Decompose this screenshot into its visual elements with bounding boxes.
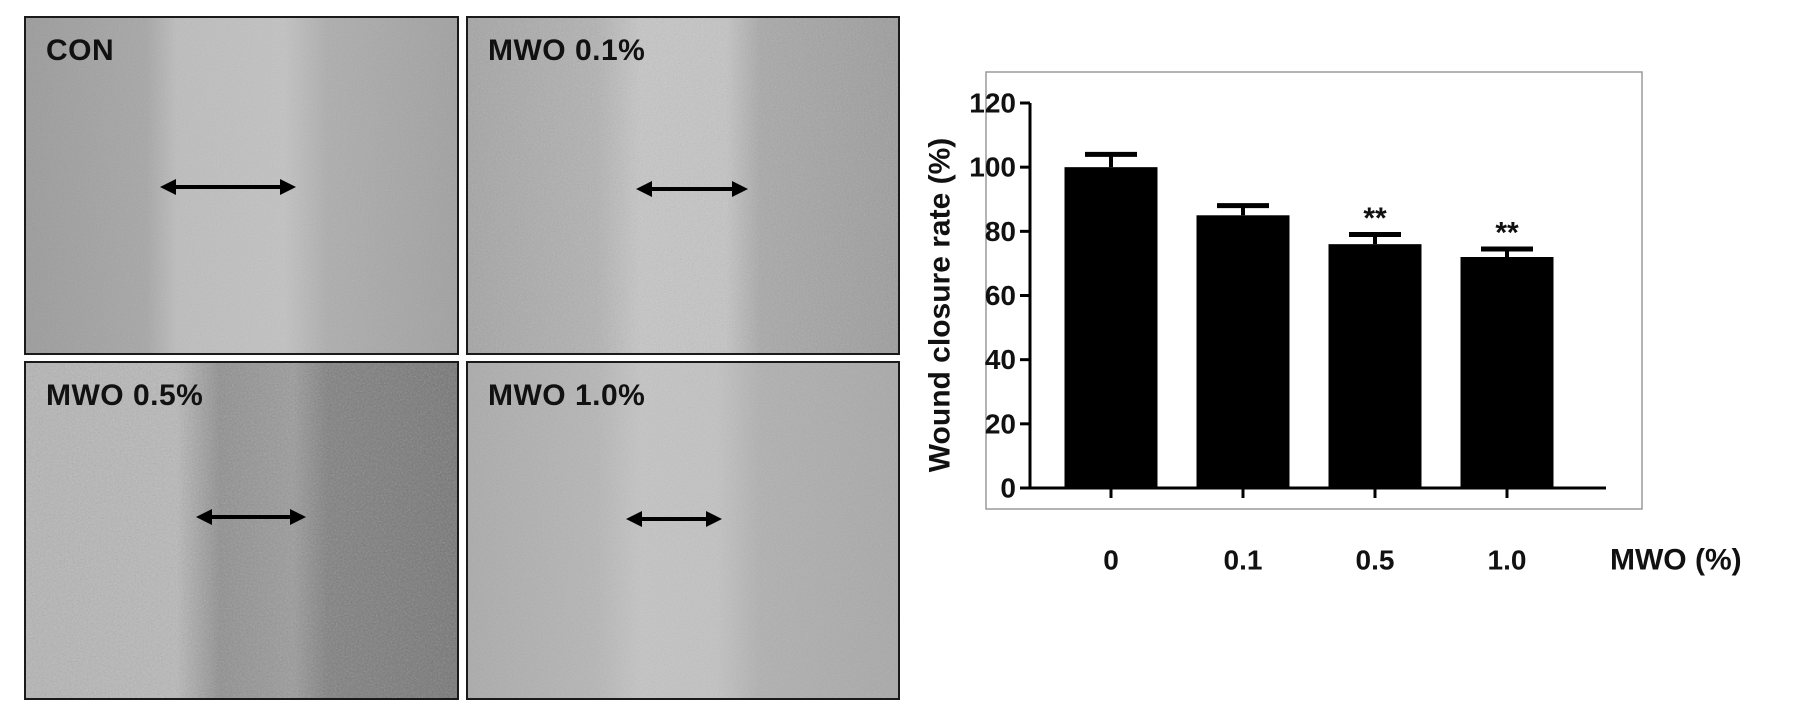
- x-tick-label: 0.1: [1224, 545, 1263, 576]
- micrograph-image: [468, 18, 898, 353]
- micrograph-image: [26, 363, 457, 698]
- bar: [1064, 167, 1158, 488]
- micrograph-panel-mwo-0-5: MWO 0.5%: [24, 361, 459, 700]
- y-tick-label: 120: [969, 88, 1016, 119]
- chart-svg: 0 20 40 60 80 100 120 0 0.1 0.5 ** 1.0 ** Wound clos…: [924, 71, 1742, 577]
- bar: [1460, 257, 1554, 488]
- micrograph-panel-mwo-0-1: MWO 0.1%: [466, 16, 900, 355]
- panel-label: MWO 0.1%: [488, 34, 646, 67]
- y-tick-label: 100: [969, 152, 1016, 183]
- panel-label: MWO 0.5%: [46, 379, 204, 412]
- double-arrow-icon: [626, 511, 722, 527]
- panel-label: MWO 1.0%: [488, 379, 646, 412]
- y-tick-label: 0: [1000, 473, 1016, 504]
- y-tick-label: 80: [985, 216, 1016, 247]
- double-arrow-icon: [636, 181, 748, 197]
- micrograph-image: [26, 18, 457, 353]
- micrograph-image: [468, 363, 898, 698]
- y-tick-label: 60: [985, 280, 1016, 311]
- bar-chart: 0 20 40 60 80 100 120 0 0.1 0.5 ** 1.0 ** Wound clos…: [920, 60, 1816, 709]
- micrograph-panel-mwo-1-0: MWO 1.0%: [466, 361, 900, 700]
- bar: [1196, 215, 1290, 488]
- y-tick-label: 40: [985, 344, 1016, 375]
- x-tick-label: 0: [1103, 545, 1119, 576]
- panel-label: CON: [46, 34, 115, 67]
- y-axis-label: Wound closure rate (%): [924, 138, 957, 472]
- double-arrow-icon: [196, 509, 306, 525]
- significance-label: **: [1363, 202, 1387, 235]
- y-tick-label: 20: [985, 408, 1016, 439]
- double-arrow-icon: [160, 179, 296, 195]
- significance-label: **: [1495, 216, 1519, 249]
- x-axis-label: MWO (%): [1610, 544, 1742, 577]
- x-tick-label: 1.0: [1488, 545, 1527, 576]
- x-tick-label: 0.5: [1356, 545, 1395, 576]
- chart-frame: [985, 71, 1643, 510]
- bar: [1328, 244, 1422, 488]
- micrograph-panel-con: CON: [24, 16, 459, 355]
